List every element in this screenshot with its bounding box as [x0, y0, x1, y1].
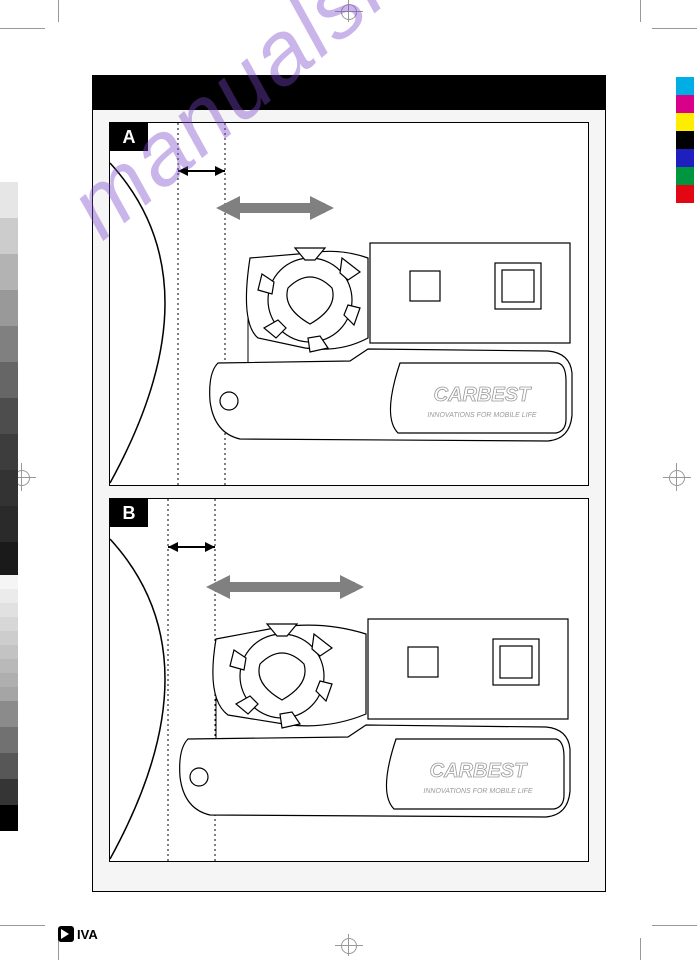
crop-mark — [58, 0, 59, 22]
crop-mark — [0, 28, 45, 29]
registration-cross — [348, 934, 349, 956]
registration-cross — [676, 463, 677, 491]
registration-cross — [335, 945, 363, 946]
diagram-b-label: B — [110, 499, 148, 527]
registration-mark — [341, 4, 357, 20]
tagline-text: INNOVATIONS FOR MOBILE LIFE — [427, 412, 536, 419]
registration-cross — [21, 463, 22, 491]
diagram-a: A — [109, 122, 589, 486]
crop-mark — [640, 938, 641, 960]
diagram-b: B — [109, 498, 589, 862]
diagram-a-label: A — [110, 123, 148, 151]
footer-logo: IVA — [58, 926, 108, 949]
diagram-b-svg: CARBEST INNOVATIONS FOR MOBILE LIFE — [110, 499, 588, 861]
brand-text: CARBEST — [434, 384, 532, 406]
color-calibration-bars — [676, 77, 694, 203]
registration-cross — [335, 11, 363, 12]
crop-mark — [0, 925, 45, 926]
registration-mark — [669, 470, 685, 486]
header-bar — [93, 76, 605, 110]
crop-mark — [652, 925, 697, 926]
diagram-a-svg: CARBEST INNOVATIONS FOR MOBILE LIFE — [110, 123, 588, 485]
crop-mark — [652, 28, 697, 29]
grayscale-strip — [0, 575, 18, 831]
registration-mark — [341, 938, 357, 954]
grayscale-strip — [0, 182, 18, 578]
tagline-text: INNOVATIONS FOR MOBILE LIFE — [423, 788, 532, 795]
brand-text: CARBEST — [430, 760, 528, 782]
registration-cross — [348, 0, 349, 22]
crop-mark — [640, 0, 641, 22]
page-content: A — [92, 75, 606, 892]
svg-text:IVA: IVA — [77, 927, 98, 942]
registration-cross — [663, 477, 691, 478]
